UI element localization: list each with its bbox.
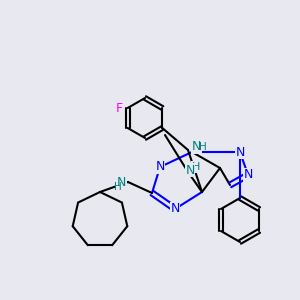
Text: N: N	[243, 169, 253, 182]
Text: N: N	[170, 202, 180, 215]
Text: N: N	[155, 160, 165, 173]
Text: F: F	[116, 101, 123, 115]
Text: N: N	[117, 176, 126, 188]
Text: N: N	[235, 146, 245, 158]
Text: N: N	[192, 140, 201, 154]
Text: H: H	[199, 142, 207, 152]
Text: N: N	[185, 164, 195, 176]
Text: H: H	[192, 162, 200, 172]
Text: H: H	[114, 182, 122, 192]
